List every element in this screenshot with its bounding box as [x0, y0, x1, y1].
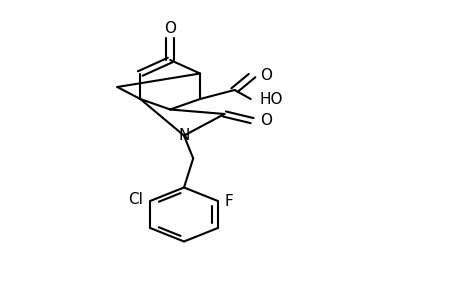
- Text: HO: HO: [259, 92, 283, 107]
- Text: O: O: [260, 113, 272, 128]
- Text: F: F: [224, 194, 233, 208]
- Text: Cl: Cl: [128, 192, 143, 207]
- Text: N: N: [178, 128, 189, 143]
- Text: O: O: [260, 68, 272, 82]
- Text: O: O: [164, 21, 176, 36]
